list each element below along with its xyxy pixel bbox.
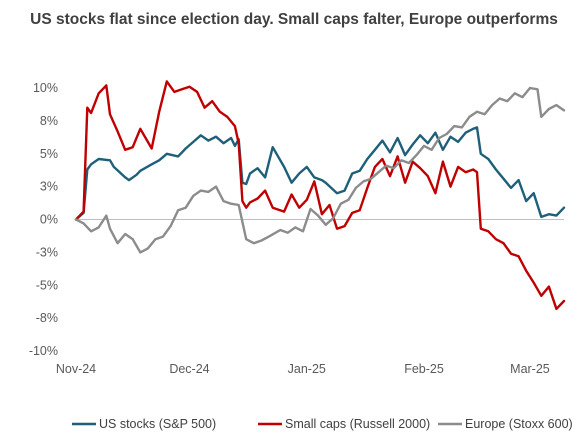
legend-label: US stocks (S&P 500) xyxy=(99,417,216,431)
series-line-2 xyxy=(74,86,566,254)
x-axis-ticks: Nov-24 Dec-24 Jan-25 Feb-25 Mar-25 xyxy=(56,362,550,376)
legend-label: Europe (Stoxx 600) xyxy=(465,417,573,431)
y-tick-label: -3% xyxy=(36,245,58,259)
y-axis-ticks: 10% 8% 5% 3% 0% -3% -5% -8% -10% xyxy=(29,81,58,358)
series-line-1 xyxy=(74,80,566,311)
series-line-0 xyxy=(74,126,566,221)
x-tick-label: Nov-24 xyxy=(56,362,96,376)
y-tick-label: 10% xyxy=(33,81,58,95)
y-tick-label: 8% xyxy=(40,114,58,128)
x-tick-label: Jan-25 xyxy=(288,362,326,376)
x-tick-label: Feb-25 xyxy=(404,362,444,376)
y-tick-label: 0% xyxy=(40,213,58,227)
y-tick-label: -10% xyxy=(29,344,58,358)
x-tick-label: Dec-24 xyxy=(169,362,209,376)
series-lines xyxy=(74,80,566,311)
legend: US stocks (S&P 500) Small caps (Russell 2… xyxy=(72,417,573,431)
y-tick-label: 5% xyxy=(40,147,58,161)
legend-label: Small caps (Russell 2000) xyxy=(285,417,430,431)
y-tick-label: -8% xyxy=(36,311,58,325)
y-tick-label: 3% xyxy=(40,180,58,194)
x-tick-label: Mar-25 xyxy=(510,362,550,376)
chart-title: US stocks flat since election day. Small… xyxy=(30,11,558,28)
y-tick-label: -5% xyxy=(36,278,58,292)
